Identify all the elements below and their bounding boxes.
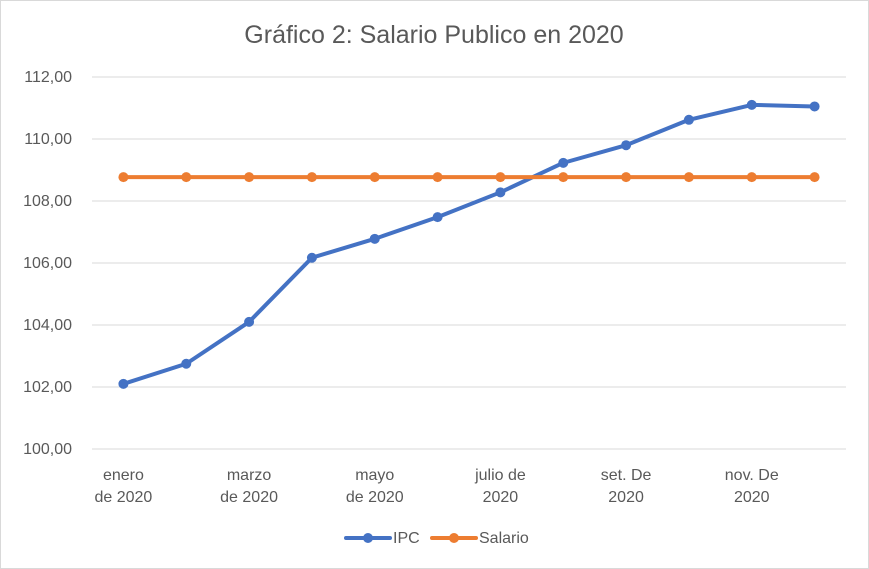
data-point-ipc[interactable] xyxy=(746,99,757,110)
x-tick-label: marzo de 2020 xyxy=(220,467,278,506)
x-axis-ticks: enero de 2020 marzo de 2020 mayo de 2020 julio… xyxy=(94,467,778,506)
x-tick-label: enero de 2020 xyxy=(94,467,152,506)
data-point-salario[interactable] xyxy=(118,172,129,183)
legend-label-ipc: IPC xyxy=(393,530,420,547)
y-tick-label: 110,00 xyxy=(24,131,72,148)
legend-label-salario: Salario xyxy=(479,530,529,547)
data-point-ipc[interactable] xyxy=(683,114,694,125)
data-point-ipc[interactable] xyxy=(369,233,380,244)
legend-marker-salario xyxy=(449,533,459,543)
data-point-ipc[interactable] xyxy=(244,316,255,327)
x-tick-label: julio de 2020 xyxy=(474,467,526,506)
y-tick-label: 112,00 xyxy=(24,69,72,86)
data-point-salario[interactable] xyxy=(495,172,506,183)
series-line-ipc xyxy=(121,102,817,386)
x-tick-label: set. De 2020 xyxy=(601,467,652,506)
legend[interactable]: IPC Salario xyxy=(344,530,529,547)
legend-item-salario[interactable]: Salario xyxy=(430,530,529,547)
chart-title: Gráfico 2: Salario Publico en 2020 xyxy=(244,21,623,49)
data-point-salario[interactable] xyxy=(683,172,694,183)
series-salario xyxy=(118,172,820,183)
y-tick-label: 102,00 xyxy=(23,379,72,396)
data-point-ipc[interactable] xyxy=(558,157,569,168)
data-point-ipc[interactable] xyxy=(181,358,192,369)
series-ipc xyxy=(118,99,820,389)
data-point-salario[interactable] xyxy=(181,172,192,183)
x-tick-label: nov. De 2020 xyxy=(725,467,779,506)
data-point-ipc[interactable] xyxy=(432,212,443,223)
data-point-ipc[interactable] xyxy=(306,252,317,263)
data-point-ipc[interactable] xyxy=(495,187,506,198)
legend-marker-ipc xyxy=(363,533,373,543)
data-point-salario[interactable] xyxy=(244,172,255,183)
data-point-ipc[interactable] xyxy=(809,101,820,112)
legend-item-ipc[interactable]: IPC xyxy=(344,530,420,547)
data-point-salario[interactable] xyxy=(306,172,317,183)
y-tick-label: 100,00 xyxy=(23,441,72,458)
data-point-salario[interactable] xyxy=(746,172,757,183)
y-tick-label: 104,00 xyxy=(23,317,72,334)
y-tick-label: 108,00 xyxy=(23,193,72,210)
data-point-ipc[interactable] xyxy=(621,140,632,151)
data-point-salario[interactable] xyxy=(621,172,632,183)
data-point-ipc[interactable] xyxy=(118,378,129,389)
series-layer xyxy=(118,99,820,389)
data-point-salario[interactable] xyxy=(369,172,380,183)
x-tick-label: mayo de 2020 xyxy=(346,467,404,506)
data-point-salario[interactable] xyxy=(432,172,443,183)
gridlines xyxy=(92,76,846,450)
y-axis-ticks: 100,00 102,00 104,00 106,00 108,00 110,00 112,… xyxy=(23,69,72,458)
data-point-salario[interactable] xyxy=(809,172,820,183)
data-point-salario[interactable] xyxy=(558,172,569,183)
y-tick-label: 106,00 xyxy=(23,255,72,272)
